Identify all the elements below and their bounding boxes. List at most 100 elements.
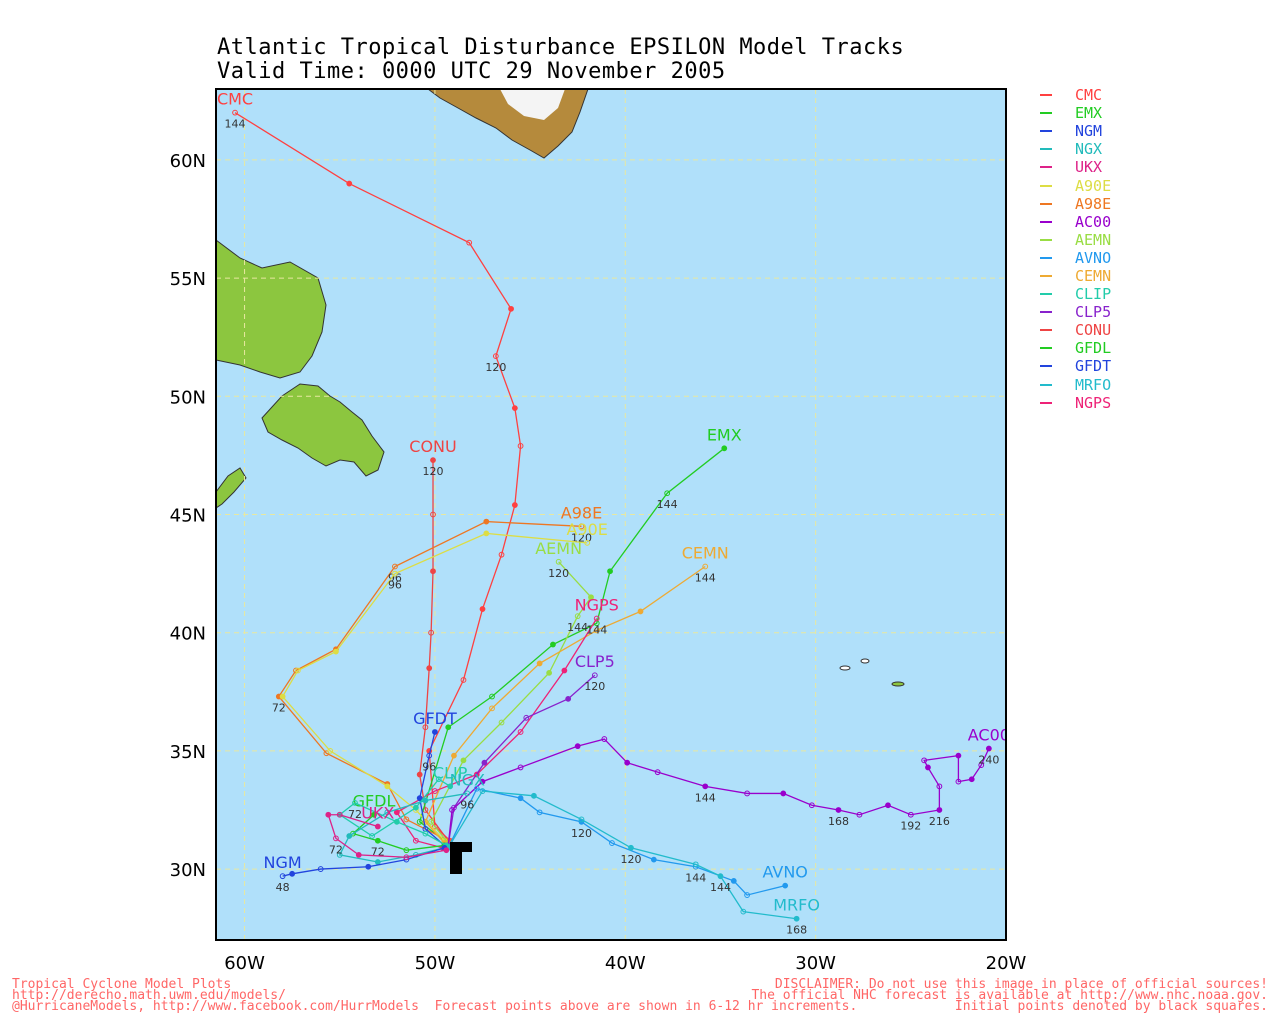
legend-swatch <box>1040 130 1052 133</box>
forecast-point <box>445 724 452 731</box>
legend-label: CONU <box>1075 321 1112 340</box>
legend-item-conu: CONU <box>1040 321 1111 339</box>
forecast-point <box>730 878 737 884</box>
forecast-point <box>664 490 671 497</box>
forecast-hour-label: 120 <box>620 853 641 866</box>
lat-tick-label: 45N <box>170 506 206 527</box>
initial-position-marker-2 <box>450 852 462 874</box>
footer-left: Tropical Cyclone Model Plots http://dere… <box>12 977 857 1013</box>
track-end-label: CLP5 <box>575 652 615 671</box>
forecast-point <box>369 833 375 839</box>
forecast-point <box>578 816 585 823</box>
forecast-point <box>511 502 518 508</box>
forecast-point <box>403 854 410 861</box>
legend-label: NGX <box>1075 140 1103 159</box>
forecast-point <box>511 405 518 412</box>
legend-swatch <box>1040 238 1052 241</box>
forecast-point <box>426 665 433 672</box>
legend-item-cmc: CMC <box>1040 86 1111 104</box>
footer-left-1: Tropical Cyclone Model Plots <box>12 977 232 992</box>
forecast-point <box>449 807 455 813</box>
greenland-ice <box>500 89 565 120</box>
forecast-hour-label: 96 <box>388 572 402 585</box>
forecast-point <box>384 809 391 816</box>
initial-position-marker <box>450 842 472 852</box>
forecast-point <box>717 873 724 880</box>
land-azores-2 <box>860 658 870 664</box>
forecast-hour-label: 144 <box>225 118 246 131</box>
legend-label: AC00 <box>1075 212 1112 231</box>
forecast-point <box>546 669 553 676</box>
forecast-point <box>403 816 410 823</box>
forecast-point <box>955 752 962 759</box>
forecast-point <box>492 353 499 360</box>
forecast-hour-label: 72 <box>371 846 385 859</box>
legend-swatch <box>1040 329 1052 332</box>
forecast-hour-label: 144 <box>586 624 607 637</box>
forecast-point <box>374 837 381 844</box>
forecast-hour-label: 144 <box>695 791 716 804</box>
track-end-label: AEMN <box>535 539 582 558</box>
track-line <box>234 112 522 842</box>
forecast-hour-label: 216 <box>929 815 950 828</box>
forecast-hour-label: 144 <box>695 572 716 585</box>
legend-item-ngx: NGX <box>1040 140 1111 158</box>
forecast-hour-label: 120 <box>571 531 592 544</box>
forecast-point <box>793 915 800 922</box>
lat-tick-label: 50N <box>170 387 206 408</box>
forecast-point <box>601 736 608 742</box>
track-conu: 120 CONU <box>409 437 457 844</box>
track-end-label: NGPS <box>575 596 619 615</box>
forecast-point <box>498 719 505 726</box>
legend-label: CLP5 <box>1075 303 1112 322</box>
forecast-point <box>460 757 467 764</box>
legend-swatch <box>1040 94 1052 97</box>
forecast-hour-label: 120 <box>571 827 592 840</box>
land-newfoundland <box>261 383 385 477</box>
forecast-point <box>702 563 709 570</box>
forecast-point <box>517 764 524 771</box>
forecast-point <box>412 804 419 811</box>
forecast-point <box>392 570 398 577</box>
legend-label: NGPS <box>1075 393 1112 412</box>
map-title: Atlantic Tropical Disturbance EPSILON Mo… <box>217 35 905 60</box>
legend-swatch <box>1040 365 1052 368</box>
forecast-point <box>430 457 436 464</box>
valid-time: Valid Time: 0000 UTC 29 November 2005 <box>217 59 726 84</box>
track-end-label: CEMN <box>682 544 729 563</box>
track-line <box>447 787 786 896</box>
track-avno: 120 144 AVNO <box>445 785 808 898</box>
legend-label: CEMN <box>1075 266 1112 285</box>
forecast-point <box>578 523 585 530</box>
track-clp5: 120 CLP5 <box>445 652 615 849</box>
forecast-point <box>555 558 562 565</box>
forecast-point <box>430 511 436 518</box>
forecast-point <box>885 802 891 809</box>
forecast-hour-label: 120 <box>548 567 569 580</box>
forecast-point <box>536 809 543 816</box>
track-end-label: CMC <box>217 90 253 109</box>
forecast-point <box>782 882 789 889</box>
track-line <box>395 618 598 849</box>
forecast-point <box>416 795 423 802</box>
forecast-point <box>744 892 751 898</box>
forecast-point <box>978 762 985 768</box>
forecast-point <box>333 835 339 842</box>
forecast-point <box>355 852 362 858</box>
forecast-hour-label: 168 <box>828 815 849 828</box>
lat-tick-label: 30N <box>170 860 206 881</box>
track-mrfo: 120 144 168 MRFO <box>445 788 820 937</box>
legend-label: AVNO <box>1075 248 1112 267</box>
track-a90e: 96 A90E <box>279 520 608 844</box>
footer-right-3: Initial points denoted by black squares. <box>954 999 1268 1014</box>
legend-item-clp5: CLP5 <box>1040 303 1111 321</box>
forecast-point <box>498 551 505 558</box>
forecast-point <box>279 873 286 880</box>
legend-item-aemn: AEMN <box>1040 231 1111 249</box>
legend-item-emx: EMX <box>1040 104 1111 122</box>
track-line <box>327 814 447 858</box>
forecast-point <box>333 648 339 655</box>
forecast-point <box>489 693 495 700</box>
track-line <box>278 520 582 842</box>
